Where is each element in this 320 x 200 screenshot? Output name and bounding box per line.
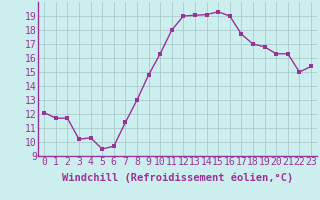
- X-axis label: Windchill (Refroidissement éolien,°C): Windchill (Refroidissement éolien,°C): [62, 173, 293, 183]
